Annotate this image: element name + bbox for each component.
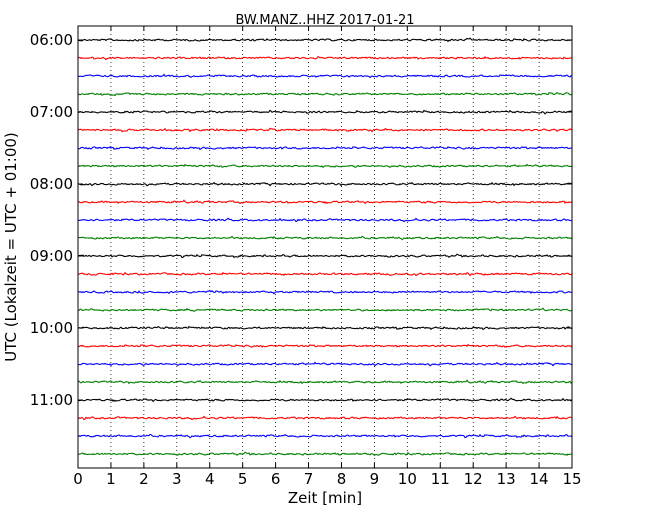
x-tick-label: 3 xyxy=(172,470,182,488)
x-axis-label: Zeit [min] xyxy=(288,489,362,507)
trace-0615 xyxy=(77,55,573,61)
y-tick-label: 07:00 xyxy=(30,103,73,121)
y-tick-label: 08:00 xyxy=(30,175,73,193)
x-tick-label: 13 xyxy=(497,470,516,488)
trace-1145 xyxy=(77,451,573,457)
y-tick-label: 09:00 xyxy=(30,247,73,265)
y-tick-label: 11:00 xyxy=(30,391,73,409)
x-tick-label: 8 xyxy=(337,470,347,488)
plot-frame xyxy=(77,25,573,469)
x-tick-label: 12 xyxy=(464,470,483,488)
trace-1130 xyxy=(77,433,573,439)
x-tick-label: 10 xyxy=(398,470,417,488)
x-tick-label: 5 xyxy=(238,470,248,488)
trace-1000 xyxy=(77,325,573,331)
trace-0830 xyxy=(77,217,573,223)
y-tick-label: 06:00 xyxy=(30,31,73,49)
trace-0645 xyxy=(77,92,573,97)
trace-0745 xyxy=(77,163,573,169)
y-axis-label: UTC (Lokalzeit = UTC + 01:00) xyxy=(2,132,20,362)
x-tick-label: 2 xyxy=(139,470,149,488)
trace-1015 xyxy=(77,343,573,348)
trace-1115 xyxy=(77,415,573,421)
trace-0800 xyxy=(77,181,573,187)
chart-title: BW.MANZ..HHZ 2017-01-21 xyxy=(235,13,414,28)
trace-1045 xyxy=(77,379,573,385)
y-tick-label: 10:00 xyxy=(30,319,73,337)
x-tick-label: 1 xyxy=(106,470,116,488)
trace-0630 xyxy=(77,73,573,79)
trace-0730 xyxy=(77,146,573,151)
trace-0930 xyxy=(77,289,573,295)
trace-0845 xyxy=(77,235,573,241)
x-tick-label: 4 xyxy=(205,470,215,488)
x-axis-ticks: 0 1 2 3 4 5 6 7 8 9 10 11 12 13 14 15 xyxy=(73,26,582,488)
x-tick-label: 14 xyxy=(530,470,549,488)
trace-0915 xyxy=(77,271,573,277)
trace-0600 xyxy=(77,37,573,43)
seismic-traces xyxy=(77,37,573,457)
x-tick-label: 15 xyxy=(562,470,581,488)
trace-0945 xyxy=(77,307,573,312)
vertical-gridlines xyxy=(110,26,540,468)
trace-1100 xyxy=(77,397,573,403)
y-axis-ticks: 06:00 07:00 08:00 09:00 10:00 11:00 xyxy=(30,31,572,409)
x-tick-label: 11 xyxy=(431,470,450,488)
x-tick-label: 7 xyxy=(304,470,314,488)
trace-1030 xyxy=(77,361,573,367)
trace-0700 xyxy=(77,109,573,115)
trace-0900 xyxy=(77,253,573,259)
trace-0815 xyxy=(77,199,573,205)
x-tick-label: 0 xyxy=(73,470,83,488)
x-tick-label: 9 xyxy=(370,470,380,488)
trace-0715 xyxy=(77,127,573,133)
x-tick-label: 6 xyxy=(271,470,281,488)
